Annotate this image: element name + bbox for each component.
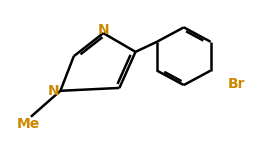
Text: Me: Me	[17, 117, 40, 131]
Text: Br: Br	[228, 77, 246, 91]
Text: N: N	[48, 84, 60, 98]
Text: N: N	[98, 23, 109, 37]
